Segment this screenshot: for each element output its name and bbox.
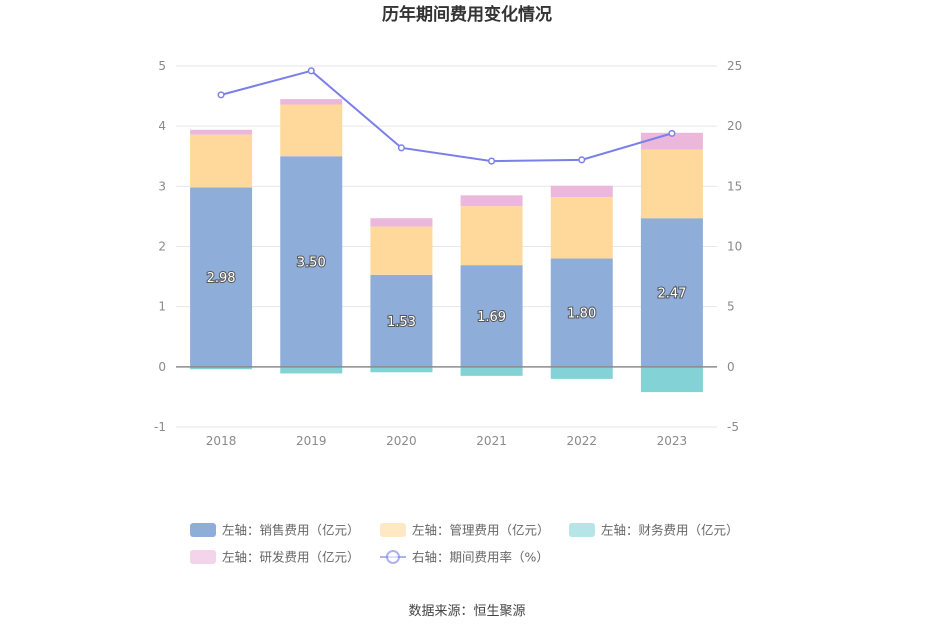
- left-tick-label: 2: [158, 240, 166, 254]
- grid-lines: [176, 65, 717, 428]
- bar-2-2020: [370, 366, 433, 373]
- right-tick-label: 20: [727, 119, 742, 133]
- bar-1-2023: [640, 149, 703, 219]
- right-tick-label: 5: [727, 300, 735, 314]
- bar-2-2022: [550, 366, 613, 379]
- bar-0-2020: [370, 274, 433, 367]
- source-text: 数据来源：恒生聚源: [408, 604, 525, 619]
- right-tick-label: 10: [727, 240, 742, 254]
- bar-value-label: 1.53: [387, 315, 416, 330]
- left-tick-label: 4: [158, 119, 166, 133]
- left-tick-label: 3: [158, 179, 166, 193]
- rate-line: [217, 67, 676, 165]
- right-axis: -5 0 5 10 15 20 25: [727, 59, 742, 434]
- right-tick-label: -5: [727, 420, 739, 434]
- bar-1-2022: [550, 197, 613, 259]
- rate-point: [668, 129, 676, 137]
- legend-label: 左轴：财务费用（亿元）: [601, 523, 739, 538]
- legend-marker: [386, 550, 400, 564]
- bar-0-2022: [550, 258, 613, 367]
- right-tick-label: 0: [727, 360, 735, 374]
- legend-swatch: [190, 550, 216, 564]
- legend-swatch: [190, 523, 216, 537]
- bar-1-2020: [370, 226, 433, 275]
- bar-2-2023: [640, 366, 703, 393]
- bar-2-2021: [460, 366, 523, 376]
- bar-value-label: 2.47: [657, 287, 686, 302]
- legend-label: 右轴：期间费用率（%）: [412, 550, 549, 565]
- x-tick-label: 2019: [296, 434, 327, 448]
- bar-1-2021: [460, 206, 523, 266]
- bars: [190, 99, 703, 393]
- x-tick-label: 2020: [386, 434, 417, 448]
- rate-polyline: [220, 69, 673, 163]
- legend-swatch: [569, 523, 595, 537]
- bar-0-2018: [190, 187, 253, 367]
- left-tick-label: -1: [154, 420, 166, 434]
- legend-label: 左轴：研发费用（亿元）: [222, 550, 360, 565]
- legend-label: 左轴：销售费用（亿元）: [222, 523, 360, 538]
- rate-point: [307, 67, 315, 75]
- bar-3-2019: [280, 99, 343, 105]
- left-axis: -1 0 1 2 3 4 5: [154, 59, 166, 434]
- x-tick-label: 2018: [206, 434, 237, 448]
- bar-3-2022: [550, 185, 613, 198]
- rate-point: [217, 91, 225, 99]
- right-tick-label: 15: [727, 179, 742, 193]
- rate-point: [488, 157, 496, 165]
- x-tick-label: 2022: [566, 434, 597, 448]
- legend-label: 左轴：管理费用（亿元）: [412, 523, 550, 538]
- bar-value-label: 2.98: [207, 271, 236, 286]
- right-tick-label: 25: [727, 59, 742, 73]
- bar-data-labels: 2.98 3.50 1.53 1.69 1.80 2.47: [206, 255, 688, 331]
- bar-0-2019: [280, 156, 343, 367]
- rate-point: [578, 156, 586, 164]
- bar-2-2019: [280, 366, 343, 374]
- rate-point: [397, 144, 405, 152]
- x-tick-label: 2023: [657, 434, 688, 448]
- bar-2-2018: [190, 366, 253, 370]
- bar-1-2018: [190, 134, 253, 188]
- bar-1-2019: [280, 104, 343, 157]
- bar-0-2023: [640, 218, 703, 367]
- bar-value-label: 1.69: [477, 310, 506, 325]
- legend-swatch: [380, 523, 406, 537]
- left-tick-label: 0: [158, 360, 166, 374]
- bar-3-2018: [190, 129, 253, 135]
- chart-title: 历年期间费用变化情况: [382, 4, 552, 25]
- x-axis: 2018 2019 2020 2021 2022 2023: [176, 426, 717, 448]
- bar-value-label: 3.50: [297, 256, 326, 271]
- left-tick-label: 5: [158, 59, 166, 73]
- x-tick-label: 2021: [476, 434, 507, 448]
- bar-3-2021: [460, 195, 523, 207]
- bar-value-label: 1.80: [567, 307, 596, 322]
- left-tick-label: 1: [158, 300, 166, 314]
- bar-0-2021: [460, 265, 523, 367]
- legend: 左轴：销售费用（亿元） 左轴：管理费用（亿元） 左轴：财务费用（亿元） 左轴：研发费用…: [190, 523, 739, 565]
- bar-3-2020: [370, 218, 433, 227]
